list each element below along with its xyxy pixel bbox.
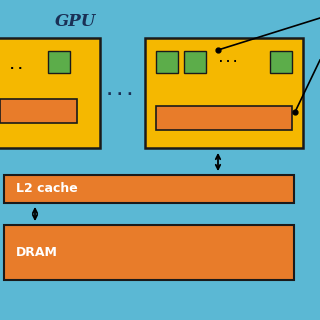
Bar [0, 38, 100, 148]
Text: GPU: GPU [55, 13, 96, 30]
Text: · · ·: · · · [107, 88, 133, 102]
Bar [4, 175, 294, 203]
Text: · ·: · · [10, 64, 22, 74]
Bar [270, 51, 292, 73]
Bar [4, 225, 294, 280]
Bar [48, 51, 70, 73]
Text: · · ·: · · · [219, 57, 237, 67]
Bar [156, 106, 292, 130]
Bar [184, 51, 206, 73]
Text: DRAM: DRAM [16, 246, 58, 259]
Bar [156, 51, 178, 73]
Bar [0, 99, 77, 123]
Bar [145, 38, 303, 148]
Text: L2 cache: L2 cache [16, 182, 78, 196]
